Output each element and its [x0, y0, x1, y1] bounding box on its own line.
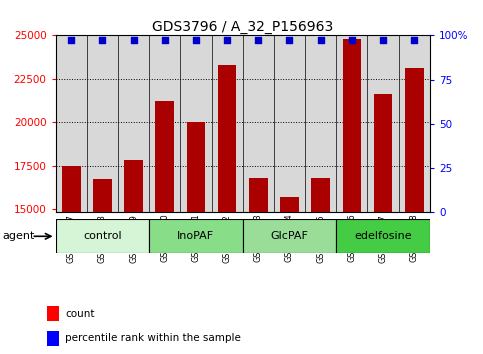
Bar	[124, 160, 143, 212]
Bar	[62, 166, 81, 212]
Bar	[242, 219, 336, 253]
Bar	[56, 219, 149, 253]
Point	[348, 37, 356, 42]
Bar	[47, 331, 59, 346]
Text: count: count	[65, 309, 95, 319]
Point	[255, 37, 262, 42]
Point	[317, 37, 325, 42]
Bar	[218, 65, 237, 212]
Text: edelfosine: edelfosine	[354, 231, 412, 241]
Bar	[93, 179, 112, 212]
Bar	[156, 101, 174, 212]
Point	[161, 37, 169, 42]
Text: control: control	[83, 231, 122, 241]
Bar	[47, 306, 59, 321]
Bar	[405, 68, 424, 212]
Bar	[186, 122, 205, 212]
Bar	[312, 178, 330, 212]
Bar	[280, 197, 299, 212]
Bar	[374, 95, 392, 212]
Point	[379, 37, 387, 42]
Point	[411, 37, 418, 42]
Point	[192, 37, 200, 42]
Point	[223, 37, 231, 42]
Point	[285, 37, 293, 42]
Bar	[149, 219, 242, 253]
Point	[67, 37, 75, 42]
Bar	[342, 39, 361, 212]
Point	[129, 37, 137, 42]
Text: agent: agent	[2, 232, 35, 241]
Point	[99, 37, 106, 42]
Text: GlcPAF: GlcPAF	[270, 231, 309, 241]
Text: percentile rank within the sample: percentile rank within the sample	[65, 333, 241, 343]
Bar	[336, 219, 430, 253]
Title: GDS3796 / A_32_P156963: GDS3796 / A_32_P156963	[152, 21, 333, 34]
Bar	[249, 178, 268, 212]
Text: InoPAF: InoPAF	[177, 231, 214, 241]
